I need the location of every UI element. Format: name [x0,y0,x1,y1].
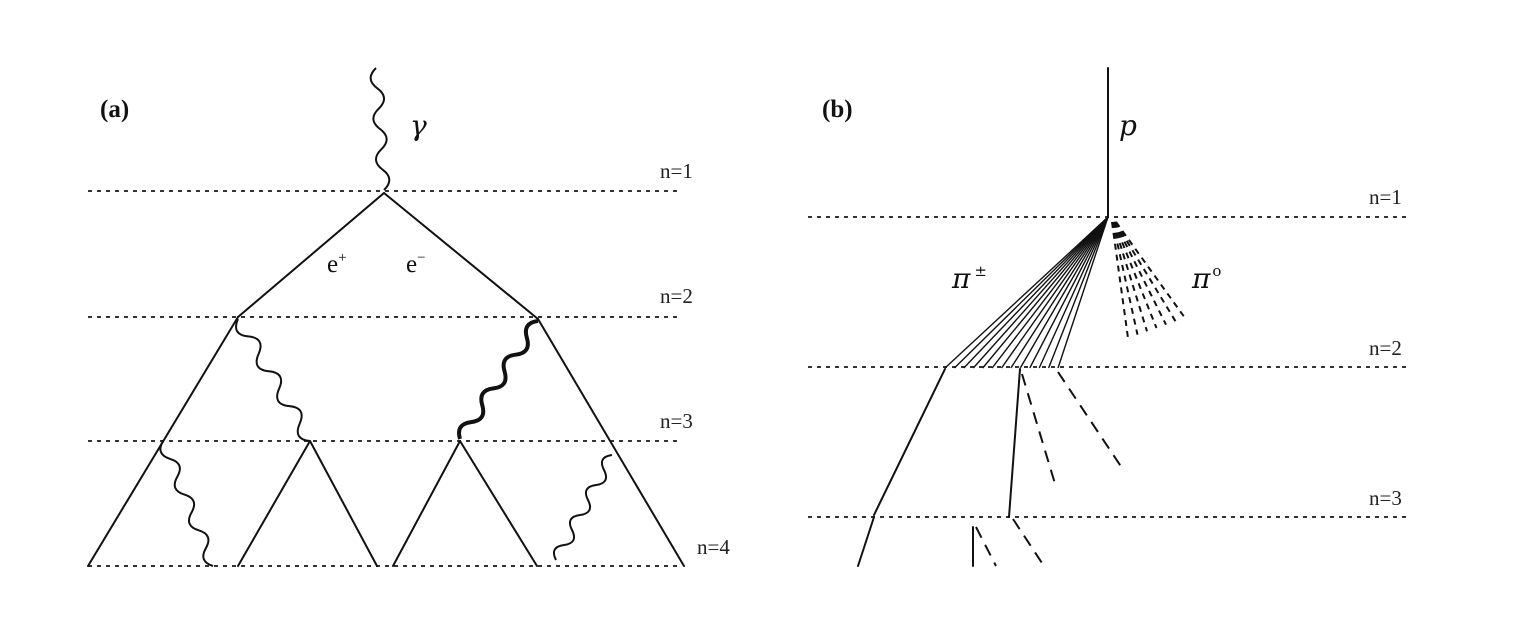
charged-pion-track [1038,216,1109,369]
photon-symbol: γ [410,109,427,142]
neutral-pion-track [1113,221,1167,326]
neutral-pion-track-middle [1021,373,1057,488]
charged-pion-track [1000,216,1109,369]
neutral-pion-track [1113,221,1158,329]
charged-pion-track [972,216,1109,369]
photon-gen3-right [553,454,613,561]
level-label-b-3: n=3 [1369,486,1402,510]
charged-pion-track [1010,216,1109,369]
charged-pion-track-middle [1008,368,1021,518]
neutral-pion-track [1114,221,1177,322]
electron-continuation-line [537,318,685,567]
level-label-b-2: n=2 [1369,336,1402,360]
charged-pion-track [991,216,1109,369]
neutral-pion-track [1111,221,1139,335]
charged-pion-track-left-continued [857,516,875,567]
neutral-pion-track [1112,221,1148,332]
panel-a-label: (a) [100,96,129,123]
level-label-a-2: n=2 [660,284,693,308]
charged-pion-track [982,216,1109,369]
charged-pion-track [1047,216,1109,369]
level-label-a-1: n=1 [660,159,693,183]
charged-pion-symbol: π ± [951,262,987,295]
positron-line [237,192,385,318]
photon-gen3-left [159,440,214,567]
neutral-pion-track-gen3-left [975,526,997,567]
panel-a: (a) n=1 n=2 n=3 n=4 γ e+ e− [87,67,730,567]
electron-symbol: e− [406,250,426,278]
charged-pion-track-left [873,368,946,516]
electron-line [383,192,539,320]
pair-right-electron-line [459,440,538,567]
pair-left-electron-line [309,440,378,567]
neutral-pion-track [1111,221,1129,339]
charged-pion-track [963,216,1109,369]
pair-left-positron-line [237,440,311,567]
incoming-photon-line [369,67,391,191]
level-label-a-3: n=3 [660,409,693,433]
bremsstrahlung-photon-right [457,319,539,440]
charged-pion-track [953,216,1109,369]
charged-pion-fan [944,216,1109,369]
charged-pion-track [1057,216,1109,369]
charged-pion-track [1019,216,1109,369]
level-label-a-4: n=4 [697,535,730,559]
panel-b-label: (b) [822,96,853,123]
charged-pion-track [944,216,1109,369]
bremsstrahlung-photon-left [235,318,311,442]
level-label-b-1: n=1 [1369,185,1402,209]
neutral-pion-track-gen3-right [1012,518,1045,567]
pair-right-positron-line [392,440,461,567]
neutral-pion-track-right [1057,371,1123,469]
neutral-pion-fan [1111,221,1186,339]
positron-symbol: e+ [327,250,347,278]
proton-symbol: p [1119,109,1137,142]
neutral-pion-track [1115,221,1186,319]
charged-pion-track [1029,216,1109,369]
